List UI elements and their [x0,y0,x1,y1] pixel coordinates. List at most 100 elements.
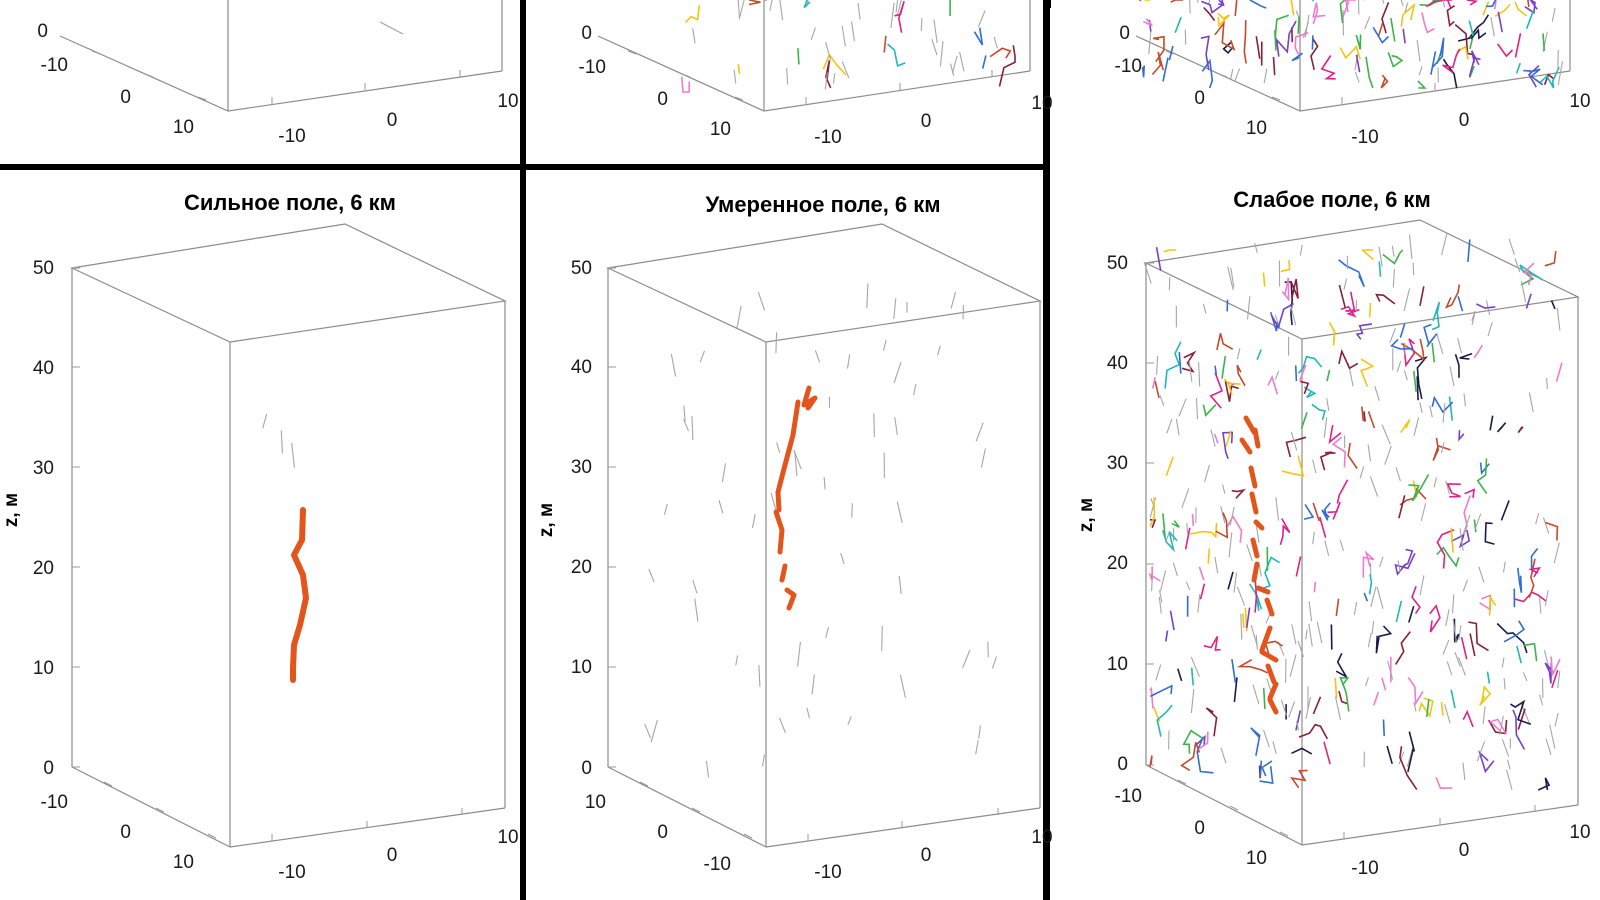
field-segment [1162,513,1166,538]
field-segment [1463,495,1471,534]
field-segment [1311,35,1314,50]
y-tick-label: -10 [704,854,731,875]
field-segment [1248,583,1263,611]
field-segment [1473,344,1483,359]
field-segment [991,656,997,669]
panel-top-middle: 0 -10 0 10 -10 0 10 [579,0,1053,148]
field-segment [1312,531,1315,545]
field-segment [1361,249,1374,261]
field-segment [1365,677,1369,687]
field-segment [1426,698,1430,717]
field-segment [1217,12,1230,28]
field-segment [823,477,826,490]
axis-tick-marks [627,50,993,104]
discharge-channel-fragment [775,399,801,513]
field-segment [1328,321,1336,346]
field-segment [1190,688,1195,713]
field-segment [1305,629,1308,640]
field-segment [1510,699,1532,726]
field-segment [1523,68,1544,86]
field-segment [1341,0,1357,20]
field-segment [1295,556,1302,577]
field-segment [1500,500,1510,521]
field-segment [962,305,965,320]
field-segment [962,649,971,669]
field-segment [1450,529,1471,549]
field-segment [776,442,781,453]
field-segment [1199,731,1209,750]
field-segment [1458,14,1490,42]
field-segment [1296,720,1300,731]
field-segment [1231,488,1246,499]
x-tick-label: 0 [387,110,398,131]
field-segment [1339,539,1344,551]
field-segment [1517,567,1523,593]
field-segment [951,55,958,74]
field-segment [758,665,761,687]
field-segment [1228,532,1233,558]
field-segment [1440,701,1444,716]
panel-strong-field: Сильное поле, 6 км z, м 0 10 20 30 40 50… [1,190,519,883]
field-segment [1374,386,1380,401]
field-segment [1255,36,1261,59]
field-segment [1209,372,1224,409]
field-segment [1264,640,1284,658]
field-segment [1250,624,1258,647]
field-segment [1363,411,1366,422]
field-segment [1213,433,1219,444]
field-segment [1381,677,1387,691]
field-segment [1476,303,1496,309]
field-segment [987,641,989,658]
field-segment [1364,16,1371,30]
field-segment [1488,718,1507,735]
field-segment [1354,71,1360,83]
field-segment [1256,349,1262,360]
field-segment [1524,0,1538,15]
field-segment [670,353,677,377]
field-segment [1336,479,1349,504]
field-segment [1234,0,1238,17]
z-tick-label: 40 [33,358,54,379]
field-segment [691,416,694,441]
field-segment [1184,527,1191,550]
field-segment [1403,288,1411,312]
field-segment [1462,709,1474,728]
z-tick-label: 50 [33,258,54,279]
box-bottom-front-edges [1145,764,1579,846]
field-segment [973,27,984,46]
field-segment [1395,600,1403,623]
field-segment [1262,272,1266,287]
field-segment [1203,6,1216,22]
x-tick-label: 0 [921,111,932,132]
z-tick-label: 30 [1107,453,1128,474]
field-segment [769,0,773,11]
field-segment [1506,759,1511,770]
field-segment [1205,707,1218,737]
discharge-channel-fragment [779,563,788,583]
field-segment [1155,664,1162,681]
field-segment [850,21,856,42]
discharge-channel-fragment [784,587,797,611]
field-segment [1400,0,1404,7]
field-segment [1272,741,1277,754]
field-segment [1281,455,1305,477]
field-segment [1494,3,1511,17]
y-tick-label: 10 [710,119,731,140]
field-segment [1515,62,1521,74]
field-segment [824,72,828,90]
field-segment [1156,704,1173,737]
field-segment [822,53,847,76]
field-segment [998,45,1016,87]
discharge-channel-fragment [1239,437,1253,455]
field-segment [1378,261,1382,277]
field-segment [1514,1,1528,17]
y-tick-label: 10 [173,117,194,138]
field-segment [1203,464,1211,482]
field-segment [893,298,897,319]
field-segment [1261,760,1273,777]
field-segment [1290,0,1295,16]
discharge-channel [773,385,818,611]
field-segment [1416,39,1421,62]
field-segment [1338,284,1346,308]
field-segment [1262,687,1266,709]
